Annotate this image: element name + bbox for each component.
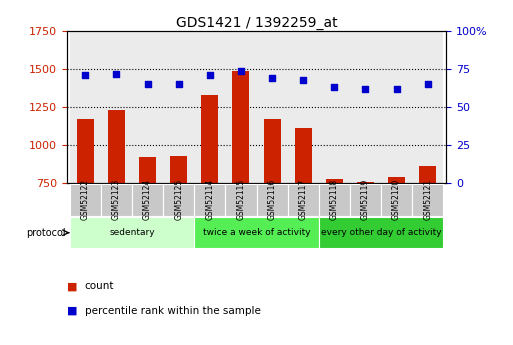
Text: GSM52120: GSM52120 <box>392 179 401 220</box>
Bar <box>170 156 187 183</box>
Text: every other day of activity: every other day of activity <box>321 228 441 237</box>
Text: GSM52116: GSM52116 <box>268 179 277 220</box>
Bar <box>264 119 281 183</box>
Bar <box>288 31 319 183</box>
Text: GSM52117: GSM52117 <box>299 179 308 220</box>
Point <box>237 68 245 73</box>
Bar <box>350 184 381 216</box>
Text: sedentary: sedentary <box>109 228 155 237</box>
Text: GSM52119: GSM52119 <box>361 179 370 220</box>
Point <box>112 71 121 76</box>
Text: GSM52124: GSM52124 <box>143 179 152 220</box>
Point <box>268 76 276 81</box>
Point <box>299 77 307 82</box>
Text: GSM52125: GSM52125 <box>174 179 183 220</box>
Bar <box>232 71 249 183</box>
Bar <box>108 110 125 183</box>
Bar <box>70 217 194 248</box>
Bar <box>288 184 319 216</box>
Bar <box>388 177 405 183</box>
Bar <box>256 31 288 183</box>
Point <box>206 72 214 78</box>
Bar <box>101 184 132 216</box>
Text: GSM52118: GSM52118 <box>330 179 339 220</box>
Bar <box>194 217 319 248</box>
Bar <box>350 31 381 183</box>
Bar <box>201 95 219 183</box>
Bar <box>70 184 101 216</box>
Text: GSM52122: GSM52122 <box>81 179 90 220</box>
Bar <box>77 119 94 183</box>
Point <box>330 85 339 90</box>
Bar <box>412 184 443 216</box>
Bar <box>319 217 443 248</box>
Text: percentile rank within the sample: percentile rank within the sample <box>85 306 261 315</box>
Point <box>392 86 401 92</box>
Bar <box>326 179 343 183</box>
Bar <box>357 182 374 183</box>
Point <box>81 72 89 78</box>
Bar <box>419 166 436 183</box>
Text: twice a week of activity: twice a week of activity <box>203 228 310 237</box>
Text: GSM52123: GSM52123 <box>112 179 121 220</box>
Text: ■: ■ <box>67 282 77 291</box>
Text: GSM52121: GSM52121 <box>423 179 432 220</box>
Bar <box>294 128 312 183</box>
Bar <box>132 184 163 216</box>
Bar <box>132 31 163 183</box>
Point <box>361 86 369 92</box>
Bar <box>194 184 225 216</box>
Bar <box>225 31 256 183</box>
Bar <box>319 31 350 183</box>
Text: ■: ■ <box>67 306 77 315</box>
Text: protocol: protocol <box>27 228 66 238</box>
Point <box>424 81 432 87</box>
Bar <box>70 31 101 183</box>
Point <box>144 81 152 87</box>
Bar <box>194 31 225 183</box>
Bar <box>319 184 350 216</box>
Bar <box>256 184 288 216</box>
Bar <box>381 31 412 183</box>
Title: GDS1421 / 1392259_at: GDS1421 / 1392259_at <box>175 16 338 30</box>
Point <box>174 81 183 87</box>
Bar <box>225 184 256 216</box>
Bar <box>163 31 194 183</box>
Bar <box>101 31 132 183</box>
Bar <box>381 184 412 216</box>
Text: GSM52114: GSM52114 <box>205 179 214 220</box>
Text: count: count <box>85 282 114 291</box>
Bar <box>163 184 194 216</box>
Text: GSM52115: GSM52115 <box>236 179 245 220</box>
Bar <box>139 157 156 183</box>
Bar <box>412 31 443 183</box>
